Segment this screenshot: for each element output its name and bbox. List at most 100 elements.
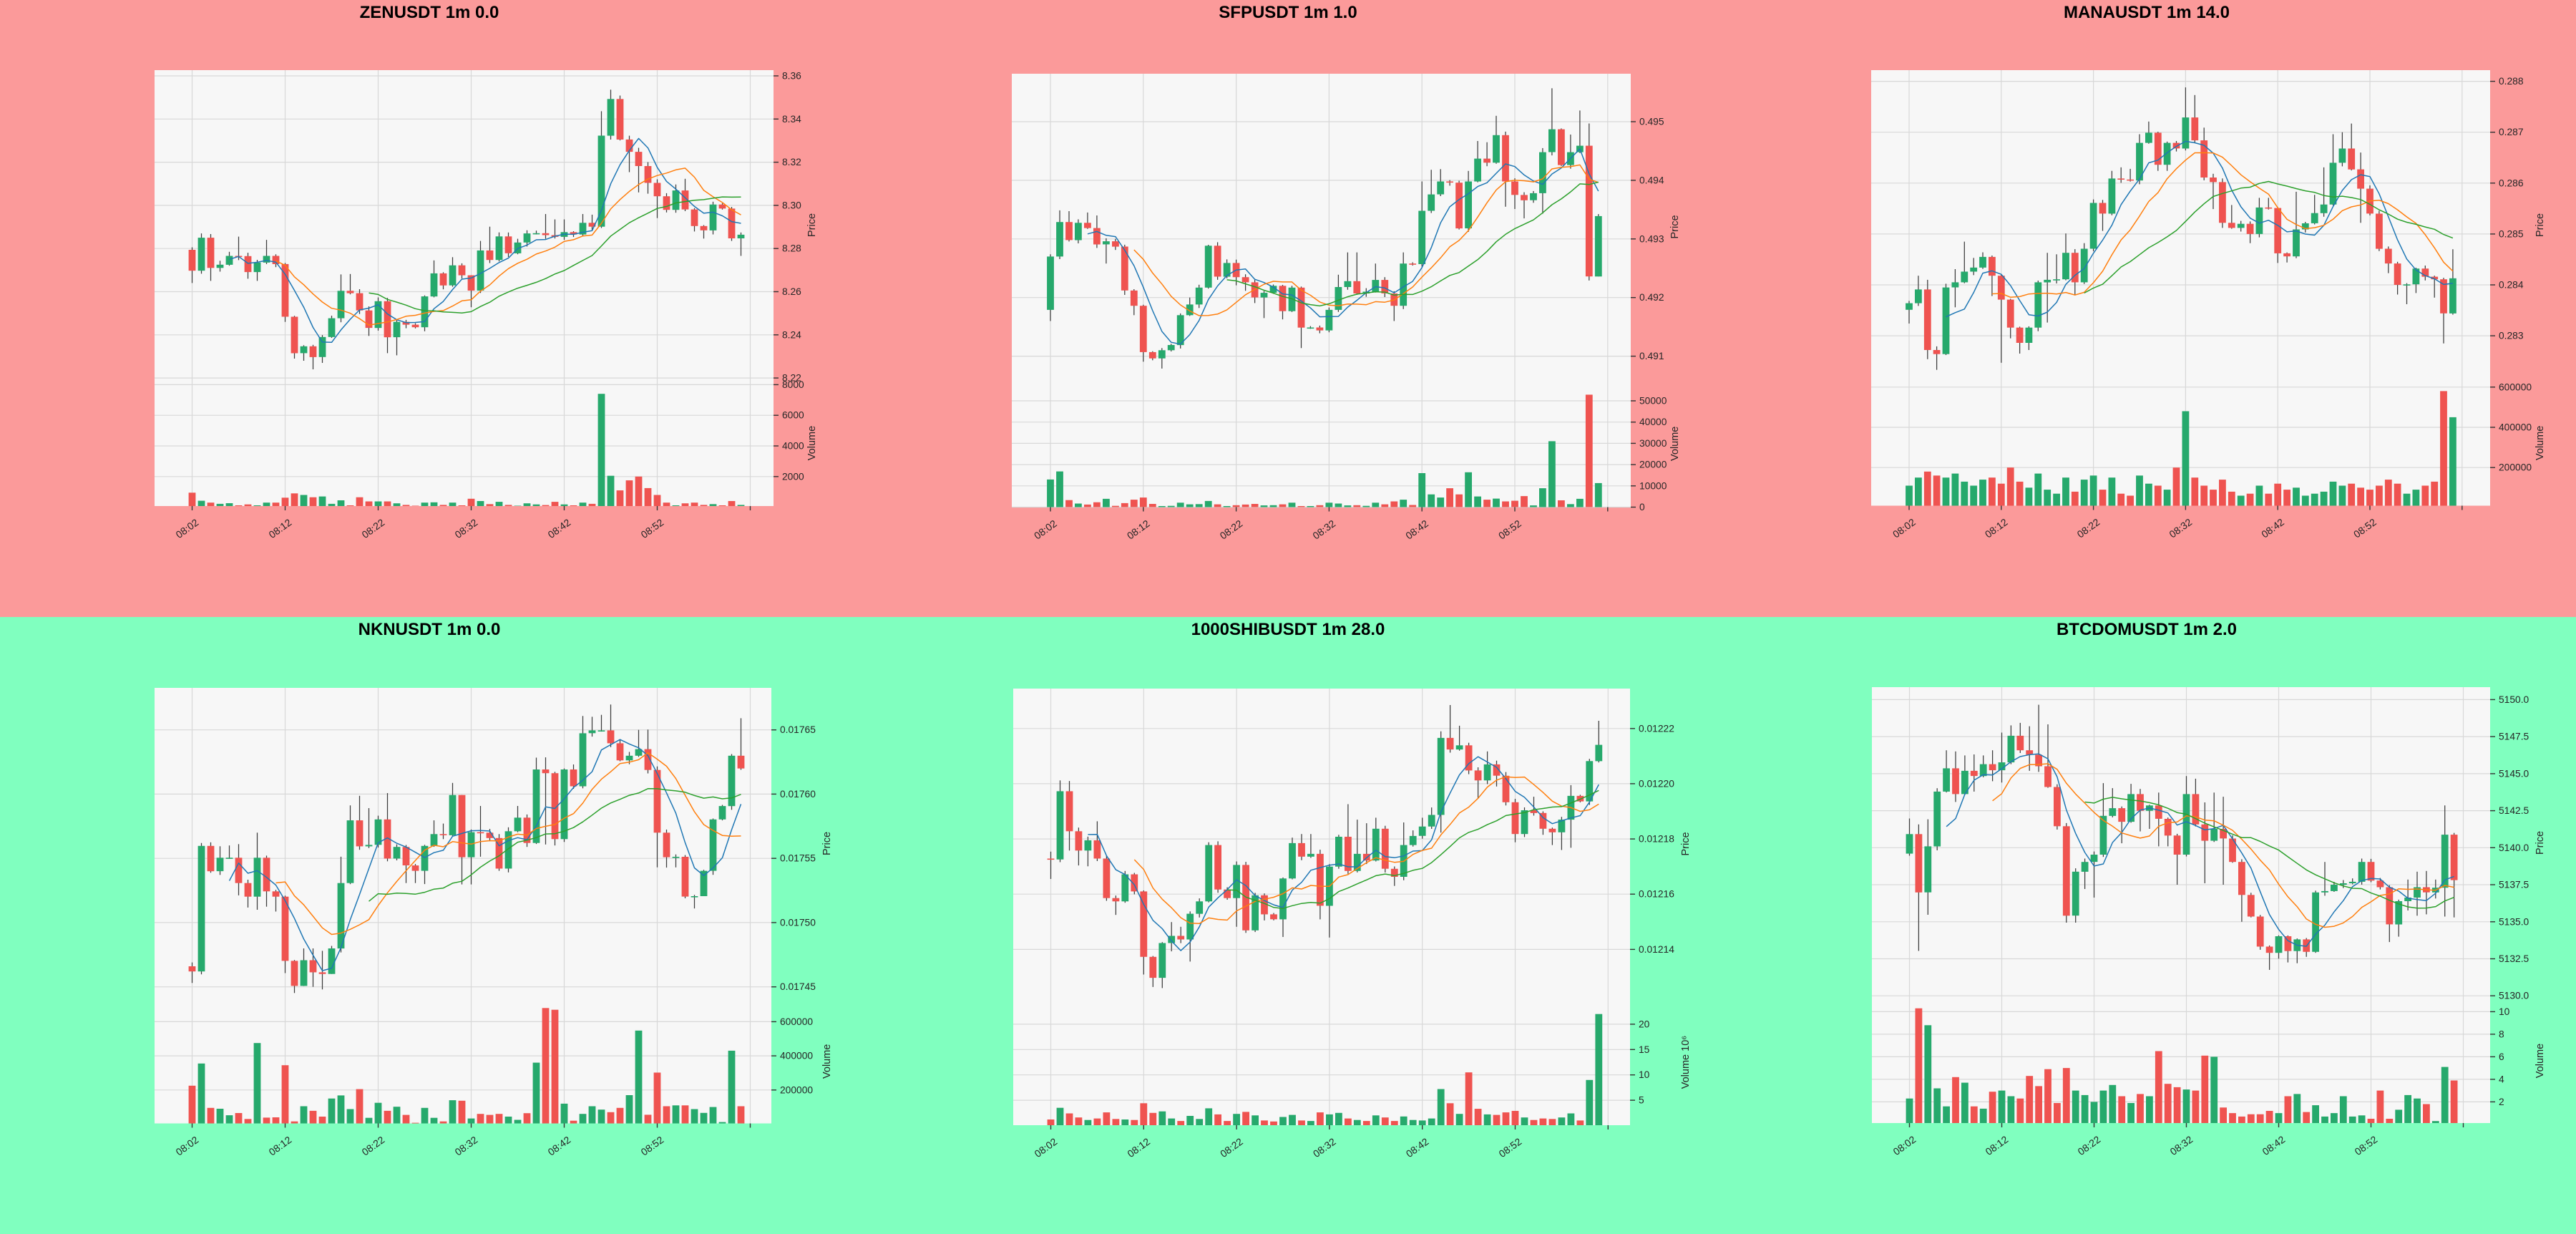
svg-text:8.32: 8.32 [782,157,801,167]
svg-text:08:52: 08:52 [639,516,666,540]
svg-text:4000: 4000 [782,441,804,452]
svg-text:10: 10 [2499,1006,2510,1017]
svg-text:1000SHIBUSDT 1m 28.0: 1000SHIBUSDT 1m 28.0 [1191,620,1385,639]
svg-text:08:02: 08:02 [1033,1135,1060,1160]
svg-text:0.01750: 0.01750 [780,917,816,928]
svg-text:40000: 40000 [1639,417,1667,427]
svg-text:ZENUSDT 1m 0.0: ZENUSDT 1m 0.0 [360,3,499,22]
svg-text:08:12: 08:12 [1983,516,2010,540]
svg-text:0.491: 0.491 [1639,351,1664,361]
svg-text:10000: 10000 [1639,480,1667,491]
svg-text:0.286: 0.286 [2499,178,2524,188]
svg-text:Price: Price [1669,215,1681,238]
svg-text:Volume: Volume [2534,1044,2546,1078]
svg-text:5135.0: 5135.0 [2499,916,2529,927]
svg-text:15: 15 [1639,1044,1650,1055]
svg-text:8.24: 8.24 [782,329,801,340]
svg-text:10: 10 [1639,1069,1650,1080]
svg-text:08:32: 08:32 [2167,516,2194,540]
svg-text:NKNUSDT 1m 0.0: NKNUSDT 1m 0.0 [358,620,501,639]
svg-text:0.01216: 0.01216 [1639,889,1674,900]
svg-text:08:52: 08:52 [1496,518,1523,542]
svg-text:08:22: 08:22 [2075,516,2102,540]
svg-text:08:42: 08:42 [546,516,573,540]
svg-text:30000: 30000 [1639,438,1667,449]
svg-text:0.01745: 0.01745 [780,981,816,992]
svg-text:08:32: 08:32 [453,516,480,540]
svg-text:400000: 400000 [780,1051,813,1061]
svg-text:08:12: 08:12 [267,1134,294,1158]
svg-text:4: 4 [2499,1074,2504,1084]
svg-text:0.284: 0.284 [2499,280,2524,291]
svg-text:Price: Price [821,832,833,855]
svg-text:0.01218: 0.01218 [1639,834,1674,845]
svg-text:08:42: 08:42 [1404,1135,1431,1160]
svg-text:20000: 20000 [1639,460,1667,470]
svg-text:08:42: 08:42 [2260,1133,2288,1157]
svg-text:8.26: 8.26 [782,286,801,297]
svg-text:Volume: Volume [821,1044,833,1079]
svg-text:08:02: 08:02 [1032,518,1059,542]
svg-text:0.01220: 0.01220 [1639,778,1674,789]
svg-text:Price: Price [2534,831,2546,855]
svg-text:5147.5: 5147.5 [2499,732,2529,742]
svg-text:08:52: 08:52 [2353,1133,2380,1157]
svg-text:08:22: 08:22 [2076,1133,2103,1157]
svg-text:8.34: 8.34 [782,114,801,125]
svg-text:5142.5: 5142.5 [2499,805,2529,816]
svg-text:200000: 200000 [2499,462,2532,473]
svg-text:08:12: 08:12 [1125,518,1152,542]
svg-text:0.283: 0.283 [2499,331,2524,341]
svg-text:08:42: 08:42 [1403,518,1430,542]
svg-text:8.22: 8.22 [782,373,801,384]
svg-text:6: 6 [2499,1051,2504,1062]
svg-text:08:52: 08:52 [639,1134,666,1158]
svg-text:BTCDOMUSDT 1m 2.0: BTCDOMUSDT 1m 2.0 [2057,620,2237,639]
svg-text:0.495: 0.495 [1639,117,1664,127]
svg-text:8000: 8000 [782,379,804,390]
svg-text:0.287: 0.287 [2499,127,2524,137]
svg-text:5150.0: 5150.0 [2499,694,2529,705]
svg-text:0.493: 0.493 [1639,233,1664,244]
svg-text:0.01214: 0.01214 [1639,944,1674,955]
svg-text:Volume: Volume [2534,426,2546,460]
svg-text:Price: Price [806,213,818,237]
svg-text:2000: 2000 [782,471,804,482]
svg-text:Volume: Volume [1669,427,1681,461]
svg-text:200000: 200000 [780,1084,813,1095]
svg-text:8: 8 [2499,1029,2504,1039]
svg-text:Price: Price [1680,832,1692,855]
svg-text:0.01222: 0.01222 [1639,723,1674,734]
svg-text:0.288: 0.288 [2499,76,2524,87]
svg-text:600000: 600000 [780,1016,813,1027]
svg-text:0.285: 0.285 [2499,228,2524,239]
svg-text:MANAUSDT 1m 14.0: MANAUSDT 1m 14.0 [2064,3,2230,22]
svg-text:08:02: 08:02 [1891,1133,1918,1157]
svg-text:5140.0: 5140.0 [2499,842,2529,853]
svg-text:2: 2 [2499,1097,2504,1107]
svg-text:08:32: 08:32 [453,1134,480,1158]
svg-text:0: 0 [1639,502,1645,512]
svg-text:08:12: 08:12 [1125,1135,1152,1160]
svg-text:0.01765: 0.01765 [780,724,816,735]
svg-text:6000: 6000 [782,410,804,421]
svg-text:Volume: Volume [806,426,818,460]
svg-text:0.01760: 0.01760 [780,789,816,800]
svg-text:08:32: 08:32 [2168,1133,2195,1157]
svg-text:8.28: 8.28 [782,243,801,254]
svg-text:5137.5: 5137.5 [2499,880,2529,890]
svg-text:08:02: 08:02 [174,1134,201,1158]
svg-text:SFPUSDT 1m 1.0: SFPUSDT 1m 1.0 [1219,3,1357,22]
svg-text:0.492: 0.492 [1639,292,1664,303]
svg-text:08:22: 08:22 [1218,1135,1245,1160]
svg-text:600000: 600000 [2499,382,2532,392]
svg-text:08:32: 08:32 [1311,1135,1338,1160]
svg-text:5130.0: 5130.0 [2499,991,2529,1001]
svg-text:08:42: 08:42 [2259,516,2286,540]
svg-text:0.494: 0.494 [1639,175,1664,185]
svg-text:Price: Price [2534,213,2546,237]
svg-text:Volume 10⁶: Volume 10⁶ [1680,1036,1692,1089]
svg-text:08:22: 08:22 [360,516,387,540]
svg-text:5145.0: 5145.0 [2499,768,2529,779]
svg-text:50000: 50000 [1639,396,1667,407]
